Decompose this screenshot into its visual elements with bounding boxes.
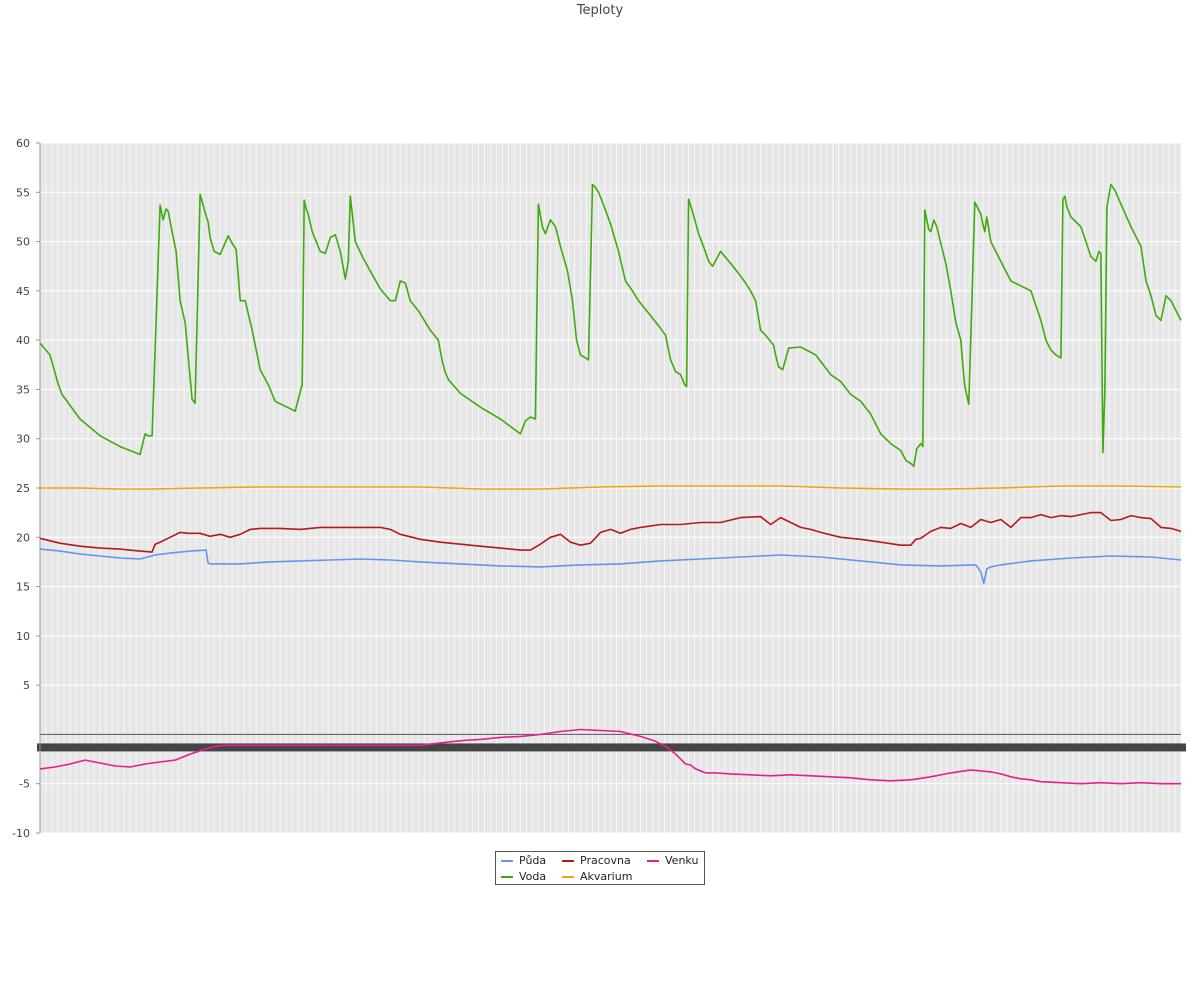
y-tick-label: 35 bbox=[16, 383, 30, 396]
legend-item: Akvarium bbox=[562, 870, 632, 884]
legend-item: Venku bbox=[647, 854, 698, 868]
legend-swatch bbox=[647, 860, 659, 862]
y-tick-label: -5 bbox=[19, 778, 30, 791]
legend-swatch bbox=[562, 876, 574, 878]
horizontal-grid bbox=[40, 142, 1181, 834]
y-tick-label: 25 bbox=[16, 482, 30, 495]
y-tick-label: -10 bbox=[12, 827, 30, 840]
legend-item: Pracovna bbox=[562, 854, 631, 868]
y-tick-label: 50 bbox=[16, 236, 30, 249]
y-tick-label: 45 bbox=[16, 285, 30, 298]
y-tick-label: 40 bbox=[16, 334, 30, 347]
series-line-p-da bbox=[39, 548, 1182, 585]
y-tick-label: 55 bbox=[16, 186, 30, 199]
legend-label: Akvarium bbox=[580, 870, 633, 883]
y-tick-label: 5 bbox=[23, 679, 30, 692]
series-line-pracovna bbox=[39, 511, 1182, 553]
y-tick-label: 60 bbox=[16, 137, 30, 150]
x-tick-label-band bbox=[37, 743, 1186, 752]
y-axis: 60 55 50 45 40 35 30 25 20 15 10 5 -5 -10 bbox=[12, 137, 41, 840]
legend: Půda Voda Pracovna Akvarium Venku bbox=[495, 851, 705, 885]
y-tick-label: 15 bbox=[16, 581, 30, 594]
legend-swatch bbox=[501, 860, 513, 862]
series-line-voda bbox=[39, 183, 1182, 468]
series-line-akvarium bbox=[40, 485, 1182, 490]
y-tick-label: 30 bbox=[16, 433, 30, 446]
y-tick-label: 20 bbox=[16, 531, 30, 544]
legend-label: Půda bbox=[519, 854, 547, 867]
series-layer bbox=[39, 183, 1182, 785]
series-line-venku bbox=[39, 728, 1181, 785]
y-tick-label: 10 bbox=[16, 630, 30, 643]
x-axis-tick-band bbox=[37, 743, 1186, 752]
legend-item: Voda bbox=[501, 870, 546, 884]
legend-label: Venku bbox=[665, 854, 699, 867]
chart-title: Teploty bbox=[576, 3, 624, 18]
legend-label: Voda bbox=[519, 870, 547, 883]
legend-label: Pracovna bbox=[580, 854, 631, 867]
legend-item: Půda bbox=[501, 854, 546, 868]
legend-swatch bbox=[501, 876, 513, 878]
legend-swatch bbox=[562, 860, 574, 862]
